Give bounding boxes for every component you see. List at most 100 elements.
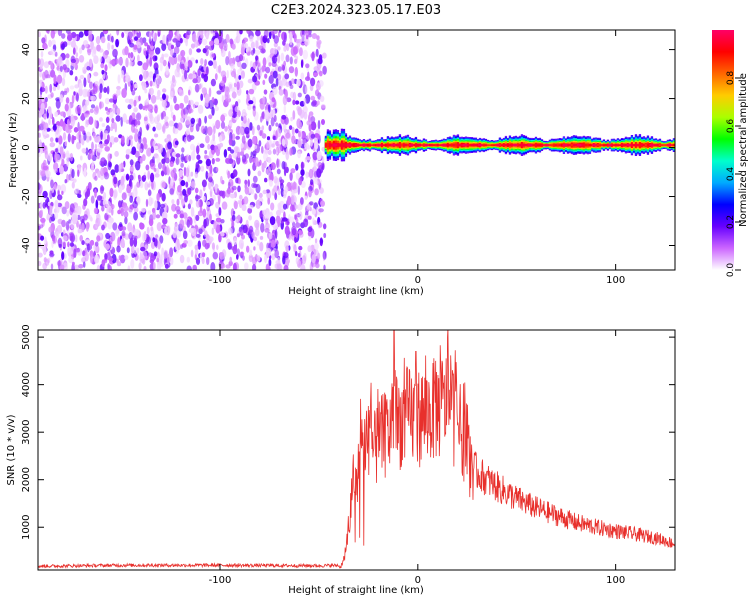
x-tick-label: -100 [209, 575, 232, 586]
heatmap-cell [38, 139, 42, 150]
heatmap-cell [195, 195, 201, 200]
heatmap-cell [220, 80, 225, 87]
heatmap-cell [273, 176, 278, 184]
heatmap-cell [117, 57, 123, 66]
heatmap-cell [50, 61, 54, 70]
heatmap-cell [169, 161, 174, 168]
heatmap-cell [527, 143, 533, 147]
heatmap-cell [68, 102, 71, 113]
heatmap-cell [607, 143, 613, 147]
heatmap-cell [303, 111, 308, 120]
heatmap-cell [270, 117, 275, 127]
heatmap-cell [160, 170, 165, 177]
heatmap-cell [282, 203, 288, 210]
y-tick-label: -40 [21, 237, 32, 253]
heatmap-cell [189, 199, 193, 205]
heatmap-cell [274, 192, 278, 201]
heatmap-cell [297, 38, 303, 43]
heatmap-cell [446, 144, 450, 147]
heatmap-cell [130, 259, 135, 269]
heatmap-cell [117, 209, 121, 215]
heatmap-cell [214, 106, 219, 112]
heatmap-cell [320, 200, 325, 207]
heatmap-cell [241, 62, 247, 69]
heatmap-cell [74, 189, 77, 196]
heatmap-cell [208, 182, 212, 190]
heatmap-cell [195, 233, 201, 238]
heatmap-cell [40, 51, 44, 58]
heatmap-cell [200, 165, 205, 172]
heatmap-cell [99, 83, 103, 94]
heatmap-cell [79, 125, 85, 132]
heatmap-cell [141, 207, 146, 213]
heatmap-cell [318, 221, 323, 228]
heatmap-cell [310, 138, 313, 147]
heatmap-cell [153, 262, 156, 270]
heatmap-cell [76, 141, 81, 150]
heatmap-cell [272, 109, 276, 117]
heatmap-cell [73, 248, 77, 258]
colorbar-label: Normalized spectral amplitude [738, 73, 749, 227]
heatmap-cell [146, 124, 150, 131]
heatmap-cell [85, 147, 89, 156]
heatmap-cell [277, 188, 281, 196]
heatmap-cell [128, 98, 134, 105]
heatmap-cell [77, 229, 83, 234]
heatmap-cell [93, 108, 99, 115]
heatmap-cell [285, 148, 289, 155]
heatmap-cell [44, 44, 48, 49]
heatmap-cell [199, 143, 205, 148]
heatmap-cell [218, 135, 223, 143]
heatmap-cell [199, 206, 203, 214]
heatmap-cell [532, 144, 536, 147]
heatmap-cell [168, 56, 172, 64]
heatmap-cell [83, 132, 87, 141]
heatmap-cell [460, 143, 464, 147]
heatmap-cell [195, 199, 201, 208]
heatmap-cell [247, 138, 253, 148]
heatmap-cell [288, 125, 293, 130]
heatmap-cell [265, 247, 272, 257]
heatmap-cell [178, 193, 182, 200]
heatmap-cell [142, 105, 146, 111]
heatmap-cell [77, 193, 82, 198]
heatmap-cell [38, 260, 42, 267]
heatmap-cell [73, 127, 79, 133]
colorbar-ticks: 0.0 0.2 0.4 0.6 0.8 [726, 71, 741, 277]
heatmap-cell [182, 230, 188, 240]
heatmap-cell [62, 41, 68, 48]
heatmap-cell [273, 35, 279, 44]
heatmap-cell [86, 61, 89, 68]
heatmap-cell [368, 144, 372, 146]
heatmap-cell [272, 148, 277, 155]
heatmap-cell [66, 209, 70, 217]
heatmap-cell [259, 116, 263, 123]
heatmap-cell [148, 218, 154, 227]
heatmap-cell [128, 135, 133, 141]
heatmap-cell [295, 257, 300, 265]
heatmap-cell [252, 75, 258, 83]
heatmap-cell [255, 199, 261, 209]
heatmap-cell [50, 179, 54, 189]
heatmap-cell [204, 155, 210, 160]
heatmap-cell [81, 240, 85, 246]
heatmap-cell [103, 192, 107, 200]
heatmap-cell [40, 217, 46, 223]
heatmap-cell [83, 167, 87, 178]
heatmap-cell [67, 241, 70, 248]
heatmap-cell [220, 49, 226, 58]
heatmap-cell [233, 200, 238, 210]
heatmap-cell [492, 144, 496, 146]
heatmap-cell [173, 95, 177, 104]
heatmap-cell [430, 144, 434, 146]
heatmap-cell [265, 66, 271, 74]
heatmap-cell [314, 242, 319, 250]
heatmap-cell [94, 254, 100, 264]
heatmap-cell [186, 134, 192, 142]
heatmap-cell [75, 92, 79, 102]
heatmap-cell [170, 50, 174, 56]
heatmap-cell [135, 160, 141, 171]
heatmap-cell [171, 75, 176, 84]
heatmap-cell [261, 111, 265, 119]
heatmap-cell [150, 226, 154, 232]
